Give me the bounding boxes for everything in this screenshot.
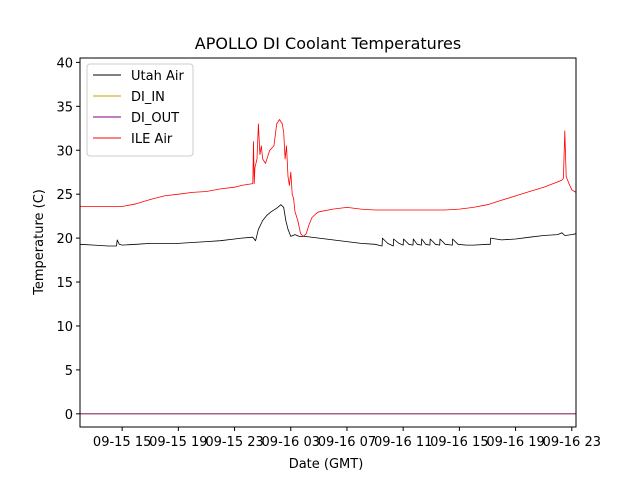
y-tick-label: 10: [56, 320, 73, 335]
y-tick-label: 0: [65, 408, 73, 423]
y-tick-label: 35: [56, 100, 73, 115]
x-tick-label: 09-15 19: [149, 435, 207, 450]
legend-frame: [86, 63, 194, 157]
x-tick-label: 09-16 19: [486, 435, 544, 450]
y-axis-label: Temperature (C): [32, 189, 47, 296]
legend: Utah Air DI_IN DI_OUT ILE Air: [86, 63, 194, 157]
x-tick-label: 09-16 07: [318, 435, 376, 450]
legend-label: ILE Air: [131, 132, 173, 147]
legend-label: DI_OUT: [131, 111, 179, 126]
y-tick-label: 25: [56, 188, 73, 203]
x-tick-label: 09-16 23: [543, 435, 601, 450]
plot-frame: [79, 57, 577, 428]
chart-title: APOLLO DI Coolant Temperatures: [195, 34, 461, 53]
x-tick-label: 09-15 23: [205, 435, 263, 450]
y-tick-label: 15: [56, 276, 73, 291]
x-axis-label: Date (GMT): [289, 457, 364, 472]
y-tick-label: 40: [56, 56, 73, 71]
series-line-utah-air: [79, 204, 577, 247]
x-tick-label: 09-16 15: [430, 435, 488, 450]
y-tick-label: 20: [56, 232, 73, 247]
series-layer: [79, 119, 577, 415]
x-tick-label: 09-16 11: [374, 435, 432, 450]
x-tick-label: 09-15 15: [93, 435, 151, 450]
series-line-ile-air: [80, 119, 577, 237]
legend-label: DI_IN: [131, 90, 165, 105]
legend-label: Utah Air: [131, 69, 184, 84]
x-tick-label: 09-16 03: [262, 435, 320, 450]
y-tick-label: 5: [65, 364, 73, 379]
y-tick-label: 30: [56, 144, 73, 159]
